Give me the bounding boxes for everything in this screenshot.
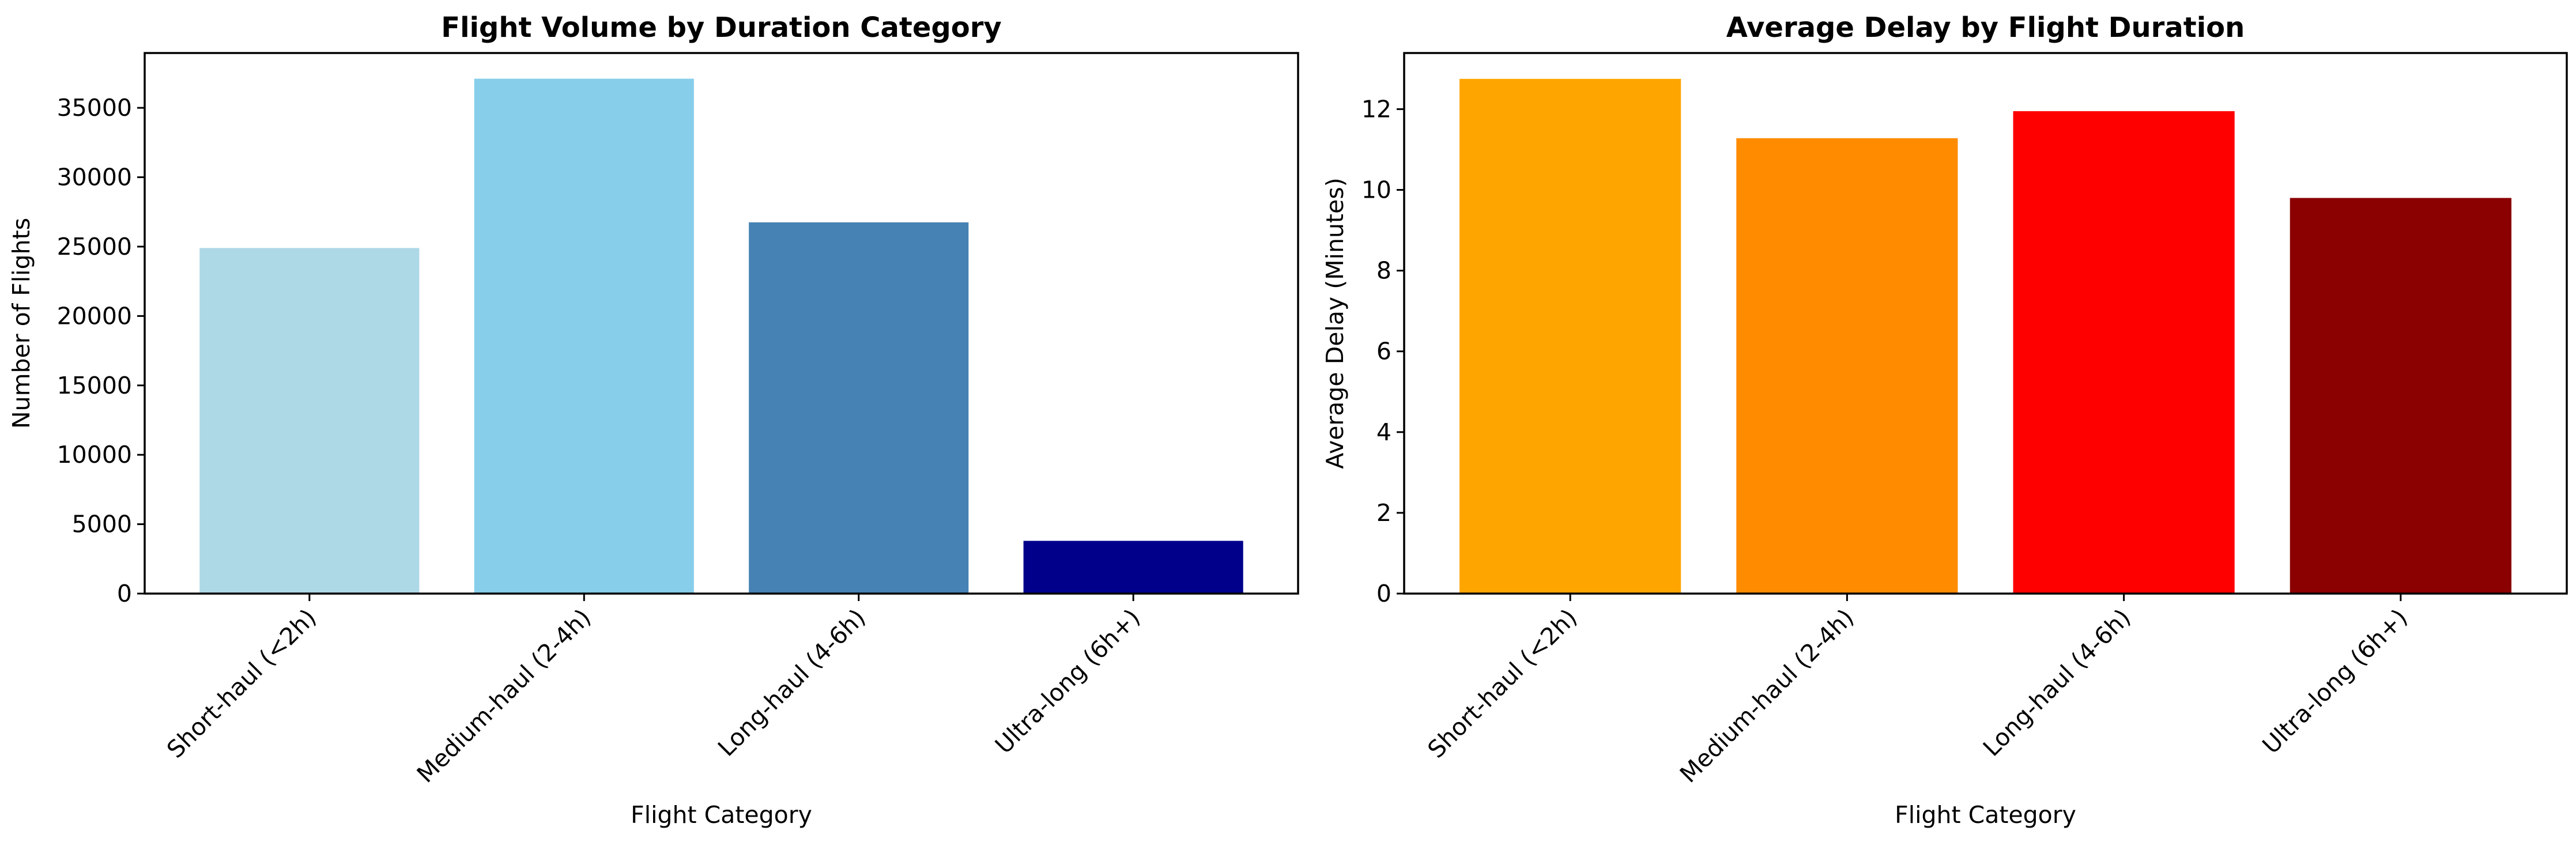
y-axis-label: Number of Flights <box>7 218 35 429</box>
y-tick-label: 10 <box>1361 176 1391 203</box>
plot-frame <box>144 52 1299 595</box>
y-tick-label: 10000 <box>57 441 132 469</box>
bar-1 <box>199 248 420 594</box>
chart-title: Flight Volume by Duration Category <box>441 12 1001 44</box>
bar-2 <box>1736 138 1958 594</box>
x-tick-label: Medium-haul (2-4h) <box>412 603 596 788</box>
y-tick-label: 2 <box>1376 499 1391 527</box>
y-tick-label: 0 <box>117 580 132 607</box>
y-tick-label: 20000 <box>57 302 132 330</box>
chart-average-delay: Average Delay by Flight Duration Flight … <box>1321 12 2568 829</box>
bar-4 <box>2290 198 2511 594</box>
x-tick-label: Short-haul (<2h) <box>161 603 322 764</box>
plot-frame <box>1403 52 2568 595</box>
chart-flight-volume: Flight Volume by Duration Category Fligh… <box>7 12 1299 829</box>
x-tick-label: Short-haul (<2h) <box>1422 603 1582 764</box>
bar-3 <box>749 222 969 594</box>
y-tick-label: 35000 <box>57 94 132 122</box>
y-tick-label: 25000 <box>57 233 132 260</box>
bar-3 <box>2013 111 2235 594</box>
x-tick-label: Ultra-long (6h+) <box>2257 603 2413 759</box>
x-tick-label: Long-haul (4-6h) <box>1978 603 2136 762</box>
x-tick-label: Medium-haul (2-4h) <box>1674 603 1859 788</box>
x-axis-label: Flight Category <box>631 801 812 829</box>
x-tick-label: Ultra-long (6h+) <box>990 603 1145 759</box>
y-tick-label: 0 <box>1376 580 1391 607</box>
y-tick-label: 4 <box>1376 418 1391 446</box>
y-tick-label: 6 <box>1376 338 1391 365</box>
y-tick-label: 5000 <box>72 511 132 538</box>
y-tick-label: 8 <box>1376 257 1391 285</box>
chart-title: Average Delay by Flight Duration <box>1726 12 2245 44</box>
bar-1 <box>1459 78 1681 594</box>
y-tick-label: 12 <box>1361 95 1391 123</box>
bar-2 <box>474 78 694 594</box>
y-axis-label: Average Delay (Minutes) <box>1321 177 1349 469</box>
x-tick-label: Long-haul (4-6h) <box>712 603 871 762</box>
y-tick-label: 15000 <box>57 372 132 399</box>
x-axis-label: Flight Category <box>1895 801 2076 829</box>
y-tick-label: 30000 <box>57 164 132 191</box>
bar-4 <box>1023 541 1243 594</box>
